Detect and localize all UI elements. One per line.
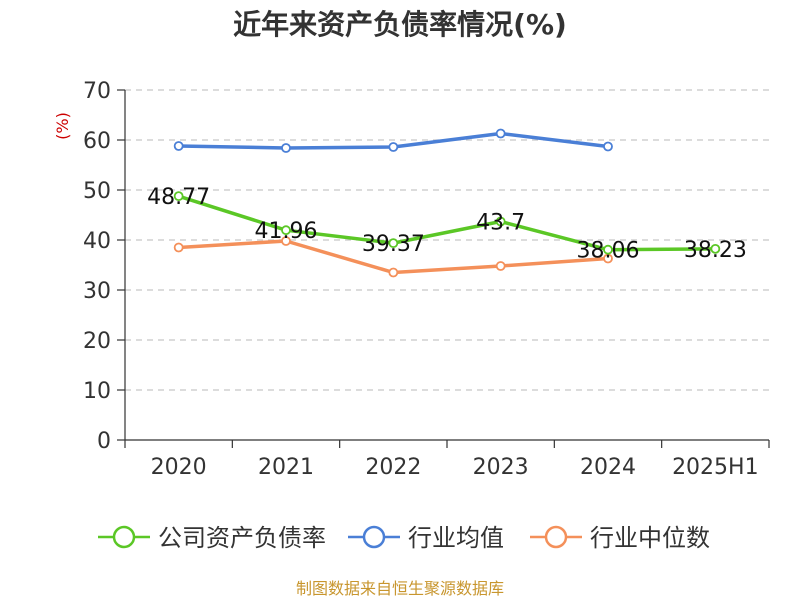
legend-swatch-marker (112, 525, 136, 549)
x-tick-label: 2022 (365, 455, 421, 480)
y-tick-label: 40 (83, 229, 111, 254)
legend: 公司资产负债率 行业均值 行业中位数 (98, 524, 710, 552)
data-point (495, 261, 506, 271)
legend-label: 公司资产负债率 (158, 524, 326, 552)
data-point (281, 143, 291, 153)
data-label: 38.23 (684, 238, 747, 263)
y-tick-label: 20 (83, 329, 111, 354)
data-point (281, 236, 291, 246)
legend-label: 行业均值 (408, 524, 504, 552)
data-point (603, 244, 613, 255)
data-label: 43.7 (476, 211, 525, 236)
y-tick-label: 30 (83, 279, 111, 304)
x-tick-label: 2024 (580, 455, 636, 480)
x-tick-label: 2023 (473, 455, 529, 480)
data-point (173, 141, 184, 151)
y-tick-label: 60 (83, 129, 111, 154)
data-point (281, 225, 291, 236)
legend-item-1[interactable]: 行业均值 (348, 524, 504, 552)
chart-title: 近年来资产负债率情况(%) (233, 8, 567, 41)
data-labels: 48.77 41.96 39.37 43.7 38.06 38.23 (147, 185, 747, 264)
legend-swatch-marker (544, 525, 568, 549)
y-axis-unit-label: (%) (53, 112, 72, 140)
data-label: 48.77 (147, 185, 210, 210)
data-label: 39.37 (362, 232, 425, 257)
data-point (388, 238, 399, 249)
series-lines (173, 128, 721, 278)
legend-label: 行业中位数 (590, 524, 710, 552)
y-tick-label: 50 (83, 179, 111, 204)
y-tick-label: 70 (83, 79, 111, 104)
x-tick-label: 2025H1 (672, 455, 759, 480)
y-tick-label: 0 (97, 429, 111, 454)
data-point (173, 242, 184, 253)
data-point (495, 128, 506, 139)
data-point (603, 141, 613, 152)
grid-lines (125, 89, 769, 391)
axes: 0 10 20 30 40 50 60 70 2020 2021 2022 2023 2024 2025H… (83, 79, 770, 480)
data-label: 38.06 (577, 239, 640, 264)
data-point (710, 243, 721, 254)
legend-swatch-marker (362, 525, 386, 549)
y-tick-label: 10 (83, 379, 111, 404)
data-point (495, 216, 506, 227)
data-point (173, 191, 184, 202)
legend-item-2[interactable]: 行业中位数 (530, 524, 710, 552)
legend-item-0[interactable]: 公司资产负债率 (98, 524, 326, 552)
data-label: 41.96 (255, 219, 318, 244)
data-point (388, 267, 399, 278)
series-line-0 (178, 194, 716, 252)
data-source-note: 制图数据来自恒生聚源数据库 (296, 579, 504, 598)
x-tick-label: 2020 (151, 455, 207, 480)
x-tick-label: 2021 (258, 455, 314, 480)
data-point (388, 142, 399, 152)
